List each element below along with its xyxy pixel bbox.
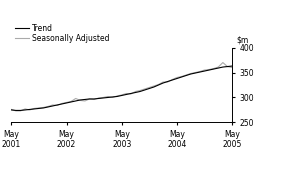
Text: $m: $m — [236, 36, 248, 45]
Legend: Trend, Seasonally Adjusted: Trend, Seasonally Adjusted — [15, 23, 110, 43]
